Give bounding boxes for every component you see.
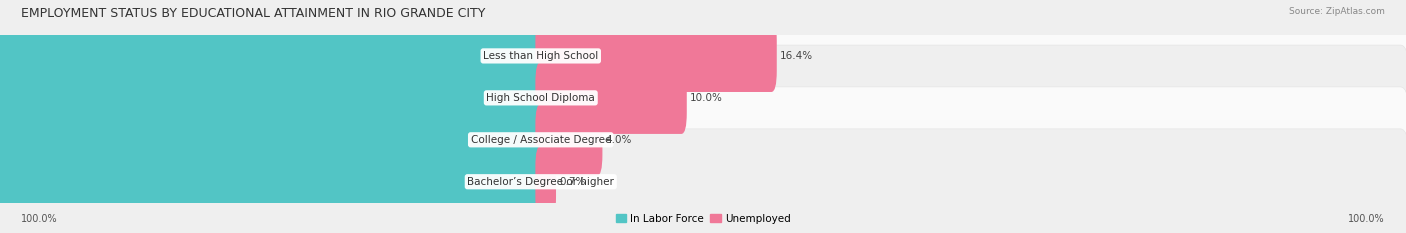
Text: College / Associate Degree: College / Associate Degree: [471, 135, 612, 145]
FancyBboxPatch shape: [0, 20, 546, 92]
Legend: In Labor Force, Unemployed: In Labor Force, Unemployed: [612, 209, 794, 228]
Text: Less than High School: Less than High School: [484, 51, 599, 61]
Text: Bachelor’s Degree or higher: Bachelor’s Degree or higher: [467, 177, 614, 187]
FancyBboxPatch shape: [0, 45, 1406, 151]
Text: 4.0%: 4.0%: [606, 135, 633, 145]
FancyBboxPatch shape: [0, 87, 1406, 193]
Text: EMPLOYMENT STATUS BY EDUCATIONAL ATTAINMENT IN RIO GRANDE CITY: EMPLOYMENT STATUS BY EDUCATIONAL ATTAINM…: [21, 7, 485, 20]
FancyBboxPatch shape: [536, 104, 602, 176]
Text: 0.7%: 0.7%: [560, 177, 586, 187]
Text: 100.0%: 100.0%: [1348, 214, 1385, 224]
FancyBboxPatch shape: [0, 62, 546, 134]
Text: 16.4%: 16.4%: [780, 51, 813, 61]
FancyBboxPatch shape: [0, 104, 546, 176]
Text: 100.0%: 100.0%: [21, 214, 58, 224]
FancyBboxPatch shape: [0, 129, 1406, 233]
Text: Source: ZipAtlas.com: Source: ZipAtlas.com: [1289, 7, 1385, 16]
FancyBboxPatch shape: [536, 62, 686, 134]
FancyBboxPatch shape: [0, 3, 1406, 109]
Text: 10.0%: 10.0%: [690, 93, 723, 103]
FancyBboxPatch shape: [536, 20, 776, 92]
FancyBboxPatch shape: [0, 146, 546, 218]
FancyBboxPatch shape: [536, 146, 555, 218]
Text: High School Diploma: High School Diploma: [486, 93, 595, 103]
